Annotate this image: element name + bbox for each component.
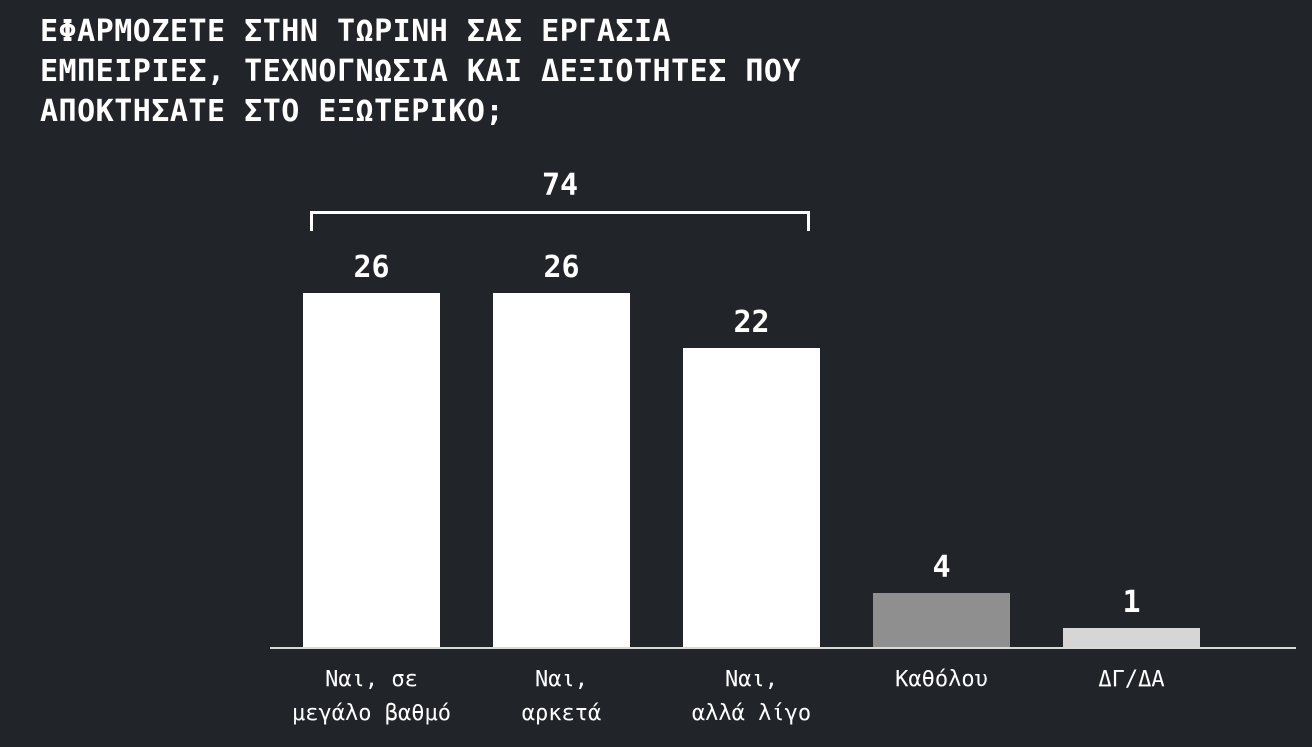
bar-value-label-1: 26 (543, 250, 580, 285)
bracket-sum-label: 74 (541, 168, 579, 203)
bar-0 (303, 293, 440, 648)
category-label-1: Ναι, αρκετά (521, 667, 602, 726)
bar-3 (873, 593, 1010, 648)
bar-value-label-0: 26 (353, 250, 390, 285)
bracket-annotation (310, 211, 810, 231)
category-label-0: Ναι, σε μεγάλο βαθμό (292, 667, 451, 726)
category-label-4: ΔΓ/ΔΑ (1098, 667, 1165, 692)
category-label-3: Καθόλου (895, 667, 988, 692)
bar-value-label-3: 4 (932, 550, 951, 585)
bar-2 (683, 348, 820, 648)
bar-value-label-4: 1 (1122, 585, 1141, 620)
category-label-2: Ναι, αλλά λίγο (691, 667, 812, 726)
chart-title: ΕΦΑΡΜΟΖΕΤΕ ΣΤΗΝ ΤΩΡΙΝΗ ΣΑΣ ΕΡΓΑΣΙΑ ΕΜΠΕΙ… (40, 14, 802, 129)
bar-value-label-2: 22 (733, 305, 770, 340)
bar-4 (1063, 628, 1200, 648)
bar-1 (493, 293, 630, 648)
x-axis-line (270, 647, 1296, 649)
